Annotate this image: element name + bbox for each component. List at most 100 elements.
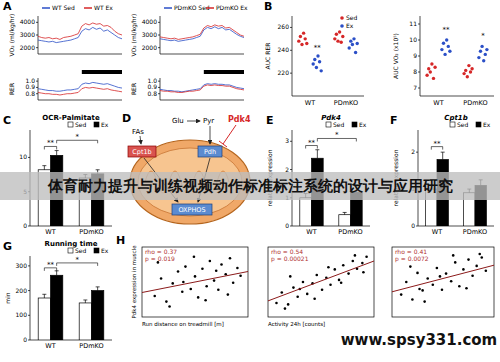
diagram-label: Pdh [204,148,216,156]
plot-frame [142,247,248,317]
y-axis-label: RER [130,83,137,95]
cpt1b-box [128,146,156,157]
point [292,286,295,289]
significance: ** [47,261,55,269]
y-tick [418,56,420,57]
error-bar [96,287,100,291]
plot-area [160,84,244,93]
category-label: PDmKO [463,99,487,107]
dot [432,77,435,80]
dot [341,35,344,38]
error-bar [83,300,87,303]
point [224,273,227,276]
point [333,268,336,271]
series-line [38,82,122,91]
y-tick-label: 0.9 [25,83,35,90]
significance: * [75,256,79,264]
legend-label: Ex [101,247,109,254]
dot [429,70,432,73]
chart-title: Running time [45,240,98,248]
point [236,267,239,270]
point [204,299,207,302]
x-axis [420,96,494,97]
dot [354,51,357,54]
category-label: WT [432,228,442,236]
oxphos-box [172,204,212,215]
y-axis-label: VO₂ (ml/kg/hr) [8,14,16,57]
trend-line [142,272,248,293]
y-tick [416,152,418,153]
point [153,295,156,298]
stat-label: p = 0.00021 [271,255,309,263]
point [432,284,435,287]
y-tick-label: 200 [16,287,28,294]
category-label: PDmKO [79,342,103,350]
point [296,295,299,298]
y-tick-label: 100 [16,311,28,318]
point [340,281,343,284]
point [315,274,318,277]
dot [482,59,485,62]
y-tick [290,73,292,74]
y-tick-label: 3 [285,137,289,144]
point [209,260,212,263]
point [478,253,481,256]
point [439,275,442,278]
dot [351,43,354,46]
stat-label: rho = 0.41 [395,248,427,255]
point [197,296,200,299]
legend-swatch [68,248,73,253]
y-tick [158,35,160,36]
point [400,293,403,296]
x-axis [38,54,122,55]
y-tick [36,81,38,82]
y-tick-label: 0.8 [25,90,35,97]
diagram-label: Glu [172,117,184,125]
dot [477,56,480,59]
dot [484,53,487,56]
point [184,265,187,268]
point [227,293,230,296]
trend-line [268,261,374,301]
point [275,302,278,305]
significance: ** [308,139,316,147]
bar [38,298,50,340]
dot [356,42,359,45]
point [458,285,461,288]
dot [443,53,446,56]
dot [352,37,355,40]
point [189,288,192,291]
y-tick-label: 300 [16,262,28,269]
point [462,268,465,271]
error-bar [315,150,319,158]
plot-area [160,25,244,41]
point [302,281,305,284]
y-tick [158,93,160,94]
y-axis-label: AUC VO₂ (x10⁵) [392,33,399,79]
y-tick-label: 0 [285,222,289,229]
y-axis [30,256,31,340]
point [213,279,216,282]
plot-area [268,254,374,310]
y-tick [290,169,292,170]
diagram-label: Pyr [203,117,214,125]
dot [316,54,319,57]
dot [448,50,451,53]
y-tick-label: 0.9 [147,83,157,90]
dot [313,58,316,61]
inhibition [219,125,236,147]
x-axis [38,100,122,101]
plot-area [38,23,122,43]
dot [315,66,318,69]
point [426,277,429,280]
point [177,270,180,273]
point [205,285,208,288]
y-tick [28,340,30,341]
point [201,267,204,270]
dot [447,45,450,48]
significance: * [75,133,79,141]
legend-swatch [352,122,357,127]
dot [470,67,473,70]
y-tick-label: 3000 [20,31,35,38]
y-tick [28,157,30,158]
